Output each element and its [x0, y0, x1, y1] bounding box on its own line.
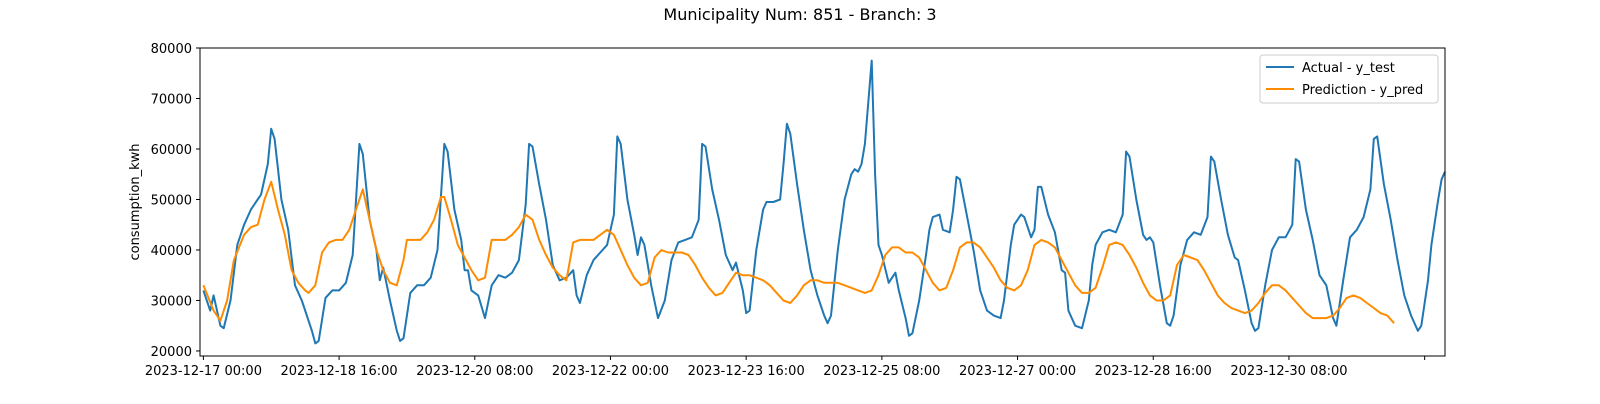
- x-tick-label: 2023-12-20 08:00: [416, 364, 533, 379]
- y-tick-label: 40000: [151, 244, 192, 259]
- legend-label-actual-y-test: Actual - y_test: [1302, 61, 1395, 76]
- y-tick-label: 60000: [151, 143, 192, 158]
- x-tick-label: 2023-12-22 00:00: [552, 364, 669, 379]
- x-tick-label: 2023-12-27 00:00: [959, 364, 1076, 379]
- y-tick-label: 20000: [151, 345, 192, 360]
- y-tick-label: 80000: [151, 42, 192, 57]
- x-tick-label: 2023-12-17 00:00: [145, 364, 262, 379]
- series-line-actual-y-test: [202, 59, 1446, 345]
- y-tick-label: 30000: [151, 294, 192, 309]
- x-tick-label: 2023-12-18 16:00: [281, 364, 398, 379]
- chart-title: Municipality Num: 851 - Branch: 3: [663, 5, 937, 24]
- legend: Actual - y_test Prediction - y_pred: [1259, 54, 1439, 104]
- x-axis: 2023-12-17 00:00 2023-12-18 16:00 2023-12-…: [145, 356, 1426, 379]
- legend-label-prediction-y-pred: Prediction - y_pred: [1302, 83, 1423, 98]
- legend-frame: [1259, 54, 1439, 104]
- y-axis: 20000 30000 40000 50000 60000 70000 80000: [151, 42, 200, 360]
- x-tick-label: 2023-12-28 16:00: [1095, 364, 1212, 379]
- y-tick-label: 70000: [151, 92, 192, 107]
- series-line-prediction-y-pred: [202, 180, 1395, 324]
- x-tick-label: 2023-12-30 08:00: [1230, 364, 1347, 379]
- series-layer: [202, 59, 1446, 345]
- x-tick-label: 2023-12-23 16:00: [688, 364, 805, 379]
- y-tick-label: 50000: [151, 193, 192, 208]
- x-tick-label: 2023-12-25 08:00: [823, 364, 940, 379]
- plot-frame: [199, 47, 1446, 357]
- y-axis-label: consumption_kwh: [128, 143, 143, 260]
